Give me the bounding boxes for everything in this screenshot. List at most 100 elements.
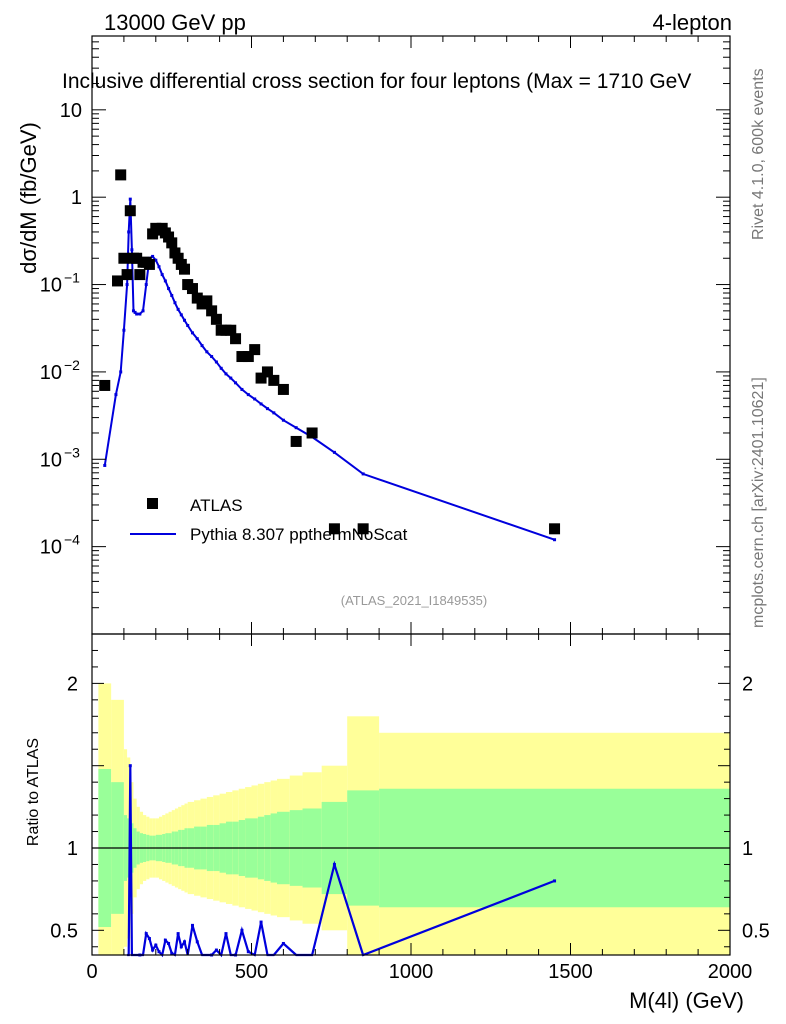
mc-point <box>103 463 107 467</box>
data-point <box>242 351 254 363</box>
ratio-mc-point <box>167 941 171 945</box>
mc-point <box>219 366 223 370</box>
ratio-mc-point <box>147 937 151 941</box>
data-point <box>147 228 159 240</box>
ratio-tick-label-left: 1 <box>67 838 78 860</box>
mc-point <box>144 283 148 287</box>
data-point <box>131 252 143 264</box>
mc-point <box>141 309 145 313</box>
mc-point <box>157 265 161 269</box>
y-tick-exponent: −2 <box>64 357 80 373</box>
ratio-mc-point <box>154 943 158 947</box>
ratio-mc-point <box>224 932 228 936</box>
ratio-mc-point <box>151 948 155 952</box>
ratio-tick-label-left: 0.5 <box>50 920 78 942</box>
data-point <box>210 313 222 325</box>
mc-point <box>154 258 158 262</box>
rivet-version-label: Rivet 4.1.0, 600k events <box>750 68 767 240</box>
data-point <box>172 252 184 264</box>
mc-point <box>179 313 183 317</box>
data-point <box>163 231 175 243</box>
ratio-mc-point <box>259 920 263 924</box>
data-point <box>206 305 218 317</box>
mc-point <box>130 248 134 252</box>
data-point <box>549 523 561 535</box>
mc-point <box>163 279 167 283</box>
ratio-mc-point <box>176 932 180 936</box>
data-point <box>255 372 267 384</box>
ratio-tick-label-right: 0.5 <box>742 920 770 942</box>
mc-point <box>272 411 276 415</box>
legend-mc-label: Pythia 8.307 ppthermNoScat <box>190 525 408 544</box>
ratio-mc-point <box>163 938 167 942</box>
mc-point <box>294 426 298 430</box>
mc-point <box>361 472 365 476</box>
ratio-mc-point <box>183 940 187 944</box>
data-point <box>112 275 124 287</box>
main-plot-area <box>91 35 731 635</box>
mc-point <box>205 350 209 354</box>
mc-point <box>125 283 129 287</box>
mc-point <box>332 450 336 454</box>
mc-point <box>259 402 263 406</box>
mc-point <box>553 538 557 542</box>
legend: ATLAS Pythia 8.307 ppthermNoScat <box>130 496 408 544</box>
mc-point <box>128 197 132 201</box>
y-axis-label: dσ/dM (fb/GeV) <box>16 122 41 274</box>
ratio-mc-point <box>553 879 557 883</box>
legend-data-marker <box>147 498 158 509</box>
data-point <box>99 379 111 391</box>
y-tick-label: 10 <box>40 537 62 559</box>
mc-point <box>131 309 135 313</box>
mc-point <box>151 254 155 258</box>
data-point <box>357 523 369 535</box>
y-tick-exponent: −1 <box>64 270 80 286</box>
ratio-mc-point <box>157 950 161 954</box>
mc-point <box>138 312 142 316</box>
mc-point <box>170 293 174 297</box>
mcplots-label: mcplots.cern.ch [arXiv:2401.10621] <box>750 377 767 628</box>
data-point <box>191 292 203 304</box>
data-point <box>290 435 302 447</box>
data-point <box>230 333 242 345</box>
legend-data-label: ATLAS <box>190 496 243 515</box>
y-tick-label: 10 <box>60 100 82 122</box>
mc-point <box>127 230 131 234</box>
beam-label: 13000 GeV pp <box>104 10 246 35</box>
ratio-plot-area <box>91 633 731 958</box>
main-frame <box>91 35 731 635</box>
y-tick-label: 10 <box>40 362 62 384</box>
mc-point <box>224 372 228 376</box>
data-point <box>115 169 127 181</box>
y-tick-label: 10 <box>40 275 62 297</box>
mc-point <box>119 370 123 374</box>
ratio-tick-label-right: 2 <box>742 673 753 695</box>
x-tick-label: 2000 <box>708 961 753 983</box>
data-point <box>201 295 213 307</box>
data-point <box>186 283 198 295</box>
y-tick-exponent: −3 <box>64 444 80 460</box>
mc-point <box>122 328 126 332</box>
ratio-mc-point <box>170 951 174 955</box>
ratio-y-axis-label: Ratio to ATLAS <box>25 738 42 846</box>
ratio-mc-point <box>246 950 250 954</box>
analysis-watermark: (ATLAS_2021_I1849535) <box>341 593 487 608</box>
data-point <box>306 427 318 439</box>
y-tick-exponent: −4 <box>64 532 80 548</box>
data-point <box>268 374 280 386</box>
data-point <box>134 269 146 281</box>
mc-point <box>114 393 118 397</box>
data-point <box>143 258 155 270</box>
ratio-mc-point <box>240 928 244 932</box>
data-point <box>121 269 133 281</box>
ratio-tick-label-left: 2 <box>67 673 78 695</box>
ratio-mc-point <box>179 945 183 949</box>
mc-point <box>234 381 238 385</box>
mc-point <box>133 310 137 314</box>
mc-point <box>265 407 269 411</box>
mc-point <box>167 287 171 291</box>
x-tick-label: 500 <box>235 961 268 983</box>
mc-point <box>214 360 218 364</box>
ratio-mc-point <box>144 932 148 936</box>
